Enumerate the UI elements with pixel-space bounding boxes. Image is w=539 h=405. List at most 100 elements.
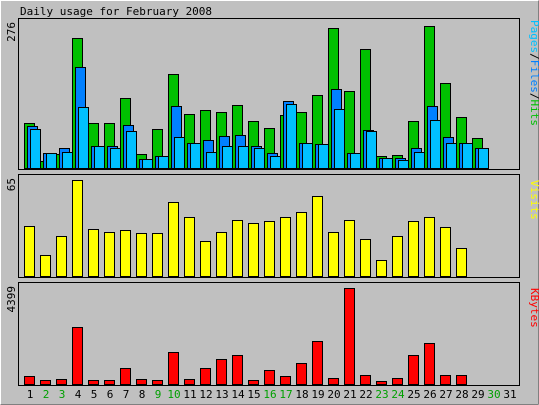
visits-bar-visits-23 — [376, 260, 387, 277]
kbytes-bar-kbytes-23 — [376, 381, 387, 385]
visits-panel: 65 Visits — [5, 174, 539, 278]
kbytes-bar-kbytes-24 — [392, 378, 403, 385]
hits-bar-pages-15 — [254, 148, 265, 169]
visits-bar-visits-5 — [88, 229, 99, 277]
hits-bar-pages-17 — [286, 104, 297, 169]
visits-bar-visits-12 — [200, 241, 211, 277]
hits-bar-pages-5 — [94, 146, 105, 169]
hits-bar-pages-28 — [462, 143, 473, 169]
kbytes-panel: 4399 KBytes — [5, 282, 539, 386]
day-label-21: 21 — [343, 388, 356, 401]
visits-bar-visits-22 — [360, 239, 371, 277]
visits-max-label: 65 — [5, 178, 18, 191]
hits-bar-pages-12 — [206, 152, 217, 169]
visits-bar-visits-7 — [120, 230, 131, 277]
visits-bar-visits-2 — [40, 255, 51, 277]
day-label-14: 14 — [231, 388, 245, 401]
day-label-4: 4 — [75, 388, 82, 401]
kbytes-bar-kbytes-20 — [328, 378, 339, 385]
legend-files-label: Files — [528, 60, 539, 93]
hits-bar-pages-18 — [302, 143, 313, 169]
hits-bar-pages-21 — [350, 153, 361, 169]
legend-pages-label: Pages — [528, 20, 539, 53]
day-label-3: 3 — [59, 388, 66, 401]
visits-bar-visits-20 — [328, 232, 339, 277]
hits-bar-pages-11 — [190, 143, 201, 169]
day-label-15: 15 — [247, 388, 260, 401]
hits-bar-pages-6 — [110, 148, 121, 169]
hits-bar-pages-9 — [158, 156, 169, 169]
kbytes-bar-kbytes-22 — [360, 375, 371, 385]
day-label-1: 1 — [27, 388, 34, 401]
hits-bar-pages-25 — [414, 152, 425, 169]
hits-bar-pages-14 — [238, 146, 249, 169]
day-label-12: 12 — [199, 388, 212, 401]
hits-bar-pages-13 — [222, 146, 233, 169]
kbytes-bar-kbytes-2 — [40, 380, 51, 385]
visits-bar-visits-14 — [232, 220, 243, 277]
kbytes-bar-kbytes-27 — [440, 375, 451, 385]
visits-bar-visits-28 — [456, 248, 467, 277]
day-label-7: 7 — [123, 388, 130, 401]
kbytes-bar-kbytes-8 — [136, 379, 147, 385]
visits-bar-visits-3 — [56, 236, 67, 277]
kbytes-bar-kbytes-10 — [168, 352, 179, 385]
visits-bar-visits-9 — [152, 233, 163, 277]
visits-bar-visits-24 — [392, 236, 403, 277]
kbytes-bar-kbytes-18 — [296, 363, 307, 385]
hits-bars — [24, 26, 489, 169]
visits-bars — [24, 180, 467, 277]
kbytes-bar-kbytes-3 — [56, 379, 67, 385]
kbytes-bar-kbytes-12 — [200, 368, 211, 385]
kbytes-bar-kbytes-21 — [344, 288, 355, 385]
day-label-24: 24 — [391, 388, 405, 401]
kbytes-panel-frame — [18, 282, 520, 386]
day-label-5: 5 — [91, 388, 98, 401]
hits-bar-pages-26 — [430, 120, 441, 169]
kbytes-max-label: 4399 — [5, 286, 18, 313]
day-label-27: 27 — [439, 388, 452, 401]
visits-bar-visits-15 — [248, 223, 259, 277]
day-labels: 1 2 3 4 5 6 7 8 9 10 11 12 13 14 15 16 17 18 19 20 21 22 23 24 2… — [27, 388, 517, 401]
kbytes-bar-kbytes-19 — [312, 341, 323, 385]
hits-bar-pages-8 — [142, 159, 153, 169]
day-label-11: 11 — [183, 388, 196, 401]
hits-bar-pages-22 — [366, 131, 377, 169]
visits-bar-visits-1 — [24, 226, 35, 277]
day-label-8: 8 — [139, 388, 146, 401]
visits-legend-label: Visits — [528, 180, 539, 220]
day-label-31: 31 — [503, 388, 516, 401]
kbytes-bar-kbytes-6 — [104, 380, 115, 385]
day-label-6: 6 — [107, 388, 114, 401]
hits-bar-pages-10 — [174, 137, 185, 169]
kbytes-bar-kbytes-15 — [248, 380, 259, 385]
day-label-19: 19 — [311, 388, 324, 401]
kbytes-bar-kbytes-14 — [232, 355, 243, 385]
hits-bar-pages-19 — [318, 144, 329, 169]
visits-bar-visits-16 — [264, 221, 275, 277]
visits-bar-visits-6 — [104, 232, 115, 277]
day-label-2: 2 — [43, 388, 50, 401]
day-label-13: 13 — [215, 388, 228, 401]
day-label-28: 28 — [455, 388, 468, 401]
hits-bar-pages-1 — [30, 129, 41, 169]
hits-bar-pages-20 — [334, 109, 345, 169]
kbytes-legend-label: KBytes — [528, 288, 539, 328]
day-label-9: 9 — [155, 388, 162, 401]
hits-bar-pages-7 — [126, 131, 137, 169]
hits-bar-pages-3 — [62, 152, 73, 169]
hits-max-label: 276 — [5, 22, 18, 42]
visits-bar-visits-10 — [168, 202, 179, 277]
legend-hits-label: Hits — [528, 100, 539, 127]
kbytes-bar-kbytes-9 — [152, 380, 163, 385]
day-label-23: 23 — [375, 388, 388, 401]
hits-bar-pages-29 — [478, 148, 489, 169]
day-label-26: 26 — [423, 388, 436, 401]
visits-bar-visits-13 — [216, 232, 227, 277]
chart-title: Daily usage for February 2008 — [20, 5, 212, 18]
kbytes-bar-kbytes-5 — [88, 380, 99, 385]
visits-bar-visits-26 — [424, 217, 435, 277]
kbytes-bar-kbytes-17 — [280, 376, 291, 385]
kbytes-bar-kbytes-1 — [24, 376, 35, 385]
